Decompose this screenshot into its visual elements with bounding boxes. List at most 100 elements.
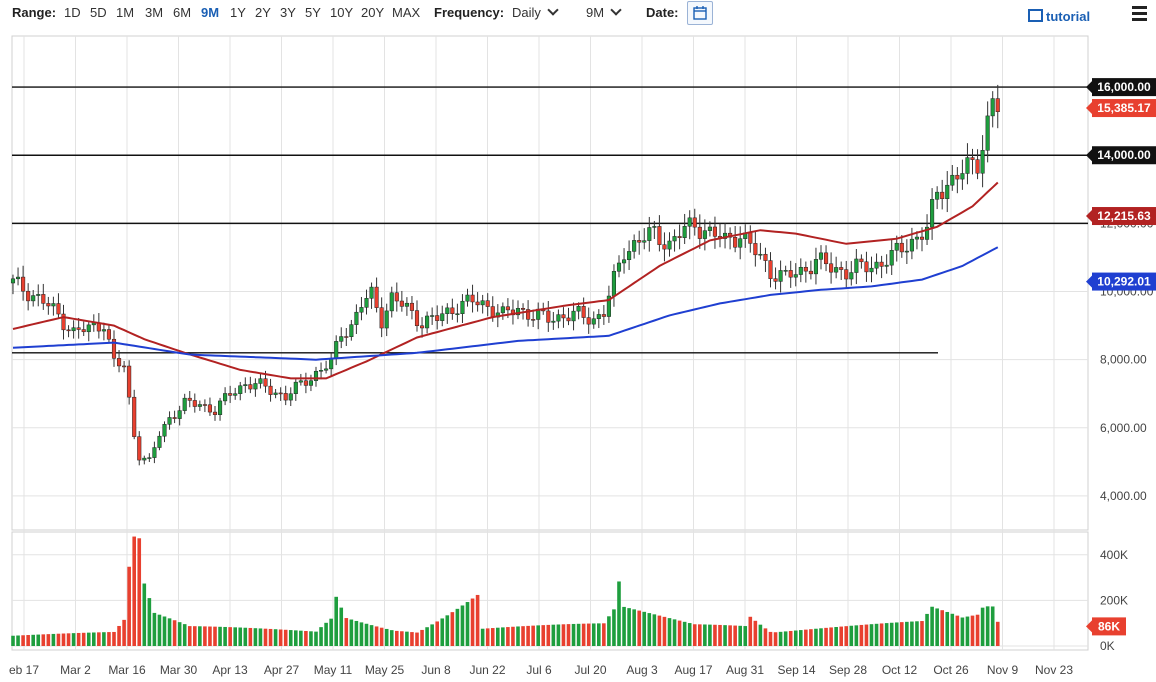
candle-body (748, 232, 753, 244)
range-3m-button[interactable]: 3M (145, 5, 164, 20)
range-3y-button[interactable]: 3Y (280, 5, 296, 20)
volume-bar (76, 632, 81, 646)
candle-body (818, 252, 824, 260)
range-9m-button[interactable]: 9M (201, 5, 220, 20)
volume-bar (248, 627, 253, 646)
candle-body (490, 306, 495, 318)
volume-bar (591, 623, 596, 646)
candle-body (909, 238, 914, 252)
tutorial-link[interactable]: tutorial (1028, 8, 1090, 24)
candle-body (712, 226, 718, 237)
candle-body (849, 272, 854, 280)
volume-bar (283, 629, 288, 646)
candle-body (884, 264, 889, 267)
hamburger-menu-button[interactable] (1132, 6, 1147, 24)
candle-body (349, 324, 354, 337)
period-select[interactable]: 9M (586, 4, 622, 20)
range-20y-button[interactable]: 20Y (361, 5, 385, 20)
candle-body (440, 313, 445, 321)
volume-bar (485, 628, 490, 646)
volume-bar (561, 624, 566, 646)
candle-body (197, 404, 202, 407)
range-1y-button[interactable]: 1Y (230, 5, 246, 20)
volume-bar (198, 626, 202, 646)
candle-body (854, 258, 859, 273)
volume-bar (435, 621, 439, 646)
calendar-icon (693, 6, 707, 20)
frequency-label: Frequency: (434, 5, 505, 20)
volume-bar (16, 635, 20, 646)
x-tick-label: May 25 (365, 663, 405, 677)
price-badge-label: 15,385.17 (1097, 101, 1151, 115)
candle-body (394, 292, 399, 302)
volume-badge-pointer (1086, 620, 1092, 633)
volume-bar (374, 626, 379, 646)
candle-body (657, 226, 662, 245)
candle-body (172, 417, 177, 419)
range-10y-button[interactable]: 10Y (330, 5, 354, 20)
volume-bar (713, 624, 717, 646)
volume-bar (945, 611, 950, 646)
volume-bar (61, 633, 66, 646)
candle-body (21, 276, 26, 292)
candle-body (899, 242, 904, 253)
volume-bar (319, 627, 323, 646)
candle-body (515, 308, 521, 316)
volume-bar (551, 624, 556, 646)
candle-body (667, 240, 672, 250)
volume-bar (97, 632, 101, 646)
volume-bar (56, 633, 61, 646)
volume-bar (783, 631, 788, 646)
volume-bar (117, 625, 121, 646)
candle-body (293, 381, 298, 394)
calendar-button[interactable] (687, 1, 713, 25)
range-5y-button[interactable]: 5Y (305, 5, 321, 20)
candle-body (652, 226, 657, 228)
volume-bar (21, 635, 25, 646)
volume-bar (834, 627, 838, 646)
volume-bar (637, 610, 641, 646)
candle-body (829, 263, 834, 273)
candle-body (263, 378, 268, 387)
candle-body (768, 260, 773, 279)
candle-body (359, 307, 364, 313)
volume-bar (829, 627, 833, 646)
candle-body (127, 365, 132, 398)
candle-body (925, 226, 930, 240)
volume-bar (142, 583, 147, 646)
range-2y-button[interactable]: 2Y (255, 5, 271, 20)
candle-body (445, 307, 450, 314)
frequency-select[interactable]: Daily (512, 4, 559, 20)
candle-body (379, 307, 384, 329)
volume-bar (839, 626, 843, 646)
x-tick-label: Nov 23 (1035, 663, 1073, 677)
volume-bar (46, 634, 51, 646)
volume-bar (965, 616, 970, 646)
range-6m-button[interactable]: 6M (173, 5, 192, 20)
price-badge (1092, 78, 1156, 97)
volume-bar (511, 626, 515, 646)
range-max-button[interactable]: MAX (392, 5, 421, 20)
candle-body (940, 191, 945, 199)
volume-bar (278, 629, 283, 646)
candle-body (399, 300, 404, 307)
candle-body (475, 301, 480, 306)
candle-body (41, 294, 46, 304)
volume-bar (692, 624, 697, 646)
volume-bar (369, 625, 374, 646)
range-5d-button[interactable]: 5D (90, 5, 107, 20)
volume-bar (364, 623, 369, 646)
candle-body (147, 457, 152, 459)
price-chart[interactable]: 16,000.0014,000.0012,000.0010,000.008,00… (0, 32, 1156, 682)
x-tick-label: Jul 20 (574, 663, 606, 677)
candle-body (298, 380, 303, 383)
volume-bar (531, 625, 535, 646)
candle-body (950, 174, 955, 186)
price-badge-label: 16,000.00 (1097, 80, 1151, 94)
candle-body (500, 306, 505, 314)
volume-bar (844, 626, 849, 646)
volume-bars (11, 536, 1000, 646)
volume-bar (879, 623, 884, 646)
range-1d-button[interactable]: 1D (64, 5, 81, 20)
range-1m-button[interactable]: 1M (116, 5, 135, 20)
